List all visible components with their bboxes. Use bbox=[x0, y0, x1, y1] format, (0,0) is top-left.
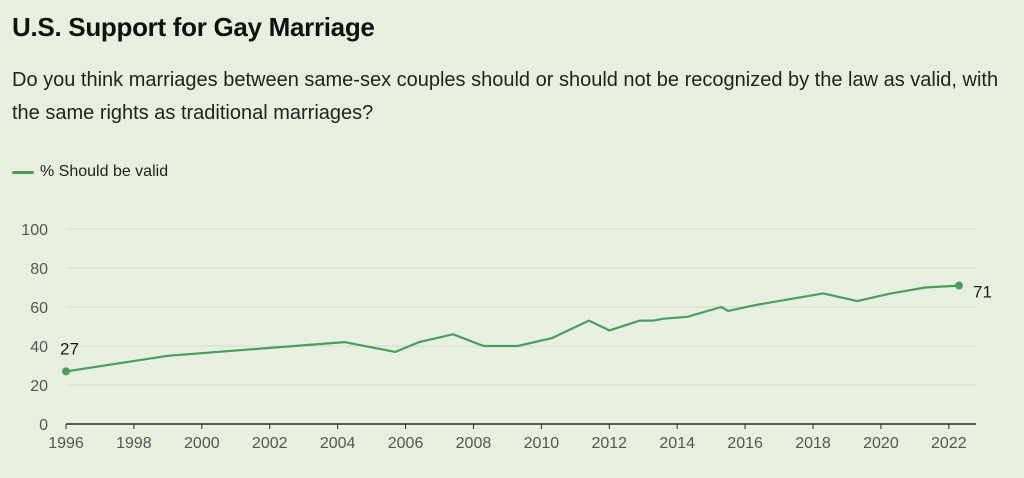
series-line-0 bbox=[64, 284, 961, 373]
y-tick-label-40: 40 bbox=[30, 339, 48, 356]
x-tick-label-2006: 2006 bbox=[388, 435, 424, 452]
data-point-0 bbox=[62, 367, 70, 376]
chart-subtitle: Do you think marriages between same-sex … bbox=[12, 69, 999, 124]
chart-title: U.S. Support for Gay Marriage bbox=[12, 12, 375, 42]
gridlines bbox=[66, 228, 976, 386]
series-should-be-valid bbox=[62, 281, 964, 376]
x-tick-label-2018: 2018 bbox=[795, 435, 831, 452]
x-tick-label-2010: 2010 bbox=[524, 435, 560, 452]
x-tick-label-2000: 2000 bbox=[184, 435, 220, 452]
x-tick-label-1996: 1996 bbox=[48, 435, 84, 452]
x-tick-label-2016: 2016 bbox=[727, 435, 763, 452]
data-label-end: 71 bbox=[973, 283, 992, 302]
y-tick-label-0: 0 bbox=[39, 417, 48, 434]
legend-swatch-should-be-valid bbox=[12, 170, 34, 174]
x-tick-label-2012: 2012 bbox=[591, 435, 627, 452]
y-tick-label-60: 60 bbox=[30, 300, 48, 317]
x-tick-label-2002: 2002 bbox=[252, 435, 288, 452]
x-axis: 1996 1998 2000 2002 2004 2006 2008 2010 2012 2014… bbox=[48, 423, 976, 452]
legend: % Should be valid bbox=[12, 163, 168, 181]
x-tick-label-2004: 2004 bbox=[320, 435, 356, 452]
data-point-22 bbox=[955, 281, 964, 290]
x-tick-label-2020: 2020 bbox=[863, 435, 899, 452]
x-tick-label-2008: 2008 bbox=[456, 435, 492, 452]
y-tick-label-100: 100 bbox=[21, 222, 48, 239]
x-tick-label-2022: 2022 bbox=[931, 435, 967, 452]
y-axis-labels: 0 20 40 60 80 100 bbox=[21, 222, 48, 434]
data-label-start: 27 bbox=[60, 339, 79, 358]
x-tick-label-1998: 1998 bbox=[116, 435, 152, 452]
legend-label-should-be-valid: % Should be valid bbox=[40, 163, 169, 180]
data-labels: 27 71 bbox=[60, 283, 992, 359]
y-tick-label-80: 80 bbox=[30, 261, 48, 278]
y-tick-label-20: 20 bbox=[30, 378, 48, 395]
x-tick-label-2014: 2014 bbox=[659, 435, 695, 452]
